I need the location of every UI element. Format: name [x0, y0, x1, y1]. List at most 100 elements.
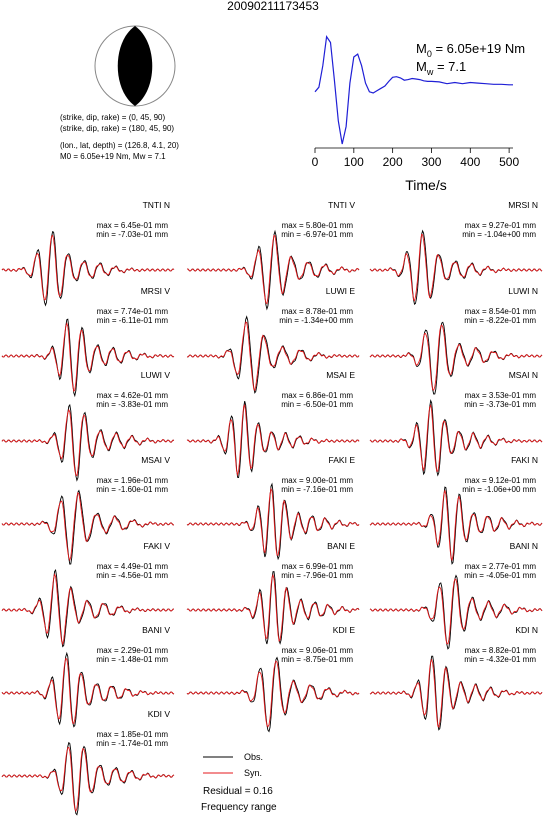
trace-syn-line: [1, 573, 175, 646]
trace-station-label: MSAI V: [141, 455, 170, 465]
trace-station-label: MRSI V: [141, 286, 171, 296]
stf-xlabel: Time/s: [405, 177, 446, 193]
trace-min-label: min = -4.05e-01 mm: [464, 571, 536, 580]
trace-station-label: BANI E: [327, 541, 355, 551]
legend-syn-label: Syn.: [244, 768, 262, 778]
trace-obs-line: [369, 655, 543, 731]
trace-station-label: MSAI N: [509, 370, 538, 380]
trace-station-label: TNTI V: [328, 200, 355, 210]
stf-tick-label: 400: [460, 155, 480, 169]
trace-max-label: max = 9.12e-01 mm: [465, 476, 537, 485]
trace-min-label: min = -7.16e-01 mm: [281, 485, 353, 494]
trace-max-label: max = 6.45e-01 mm: [97, 221, 169, 230]
trace-max-label: max = 6.86e-01 mm: [282, 391, 354, 400]
trace-max-label: max = 1.85e-01 mm: [97, 730, 169, 739]
mechanism-1-text: (strike, dip, rake) = (0, 45, 90): [60, 113, 165, 122]
trace-max-label: max = 4.49e-01 mm: [97, 562, 169, 571]
trace-syn-line: [1, 408, 175, 477]
trace-syn-line: [1, 746, 175, 813]
trace-station-label: MSAI E: [326, 370, 355, 380]
trace-station-label: LUWI V: [141, 370, 171, 380]
legend-obs-label: Obs.: [244, 752, 263, 762]
trace-syn-line: [186, 403, 360, 477]
stf-tick-label: 0: [312, 155, 319, 169]
trace-obs-line: [369, 574, 543, 650]
trace-max-label: max = 3.53e-01 mm: [465, 391, 537, 400]
location-text: (lon., lat, depth) = (126.8, 4.1, 20): [60, 141, 179, 150]
trace-min-label: min = -4.56e-01 mm: [96, 571, 168, 580]
trace-syn-line: [186, 660, 360, 728]
trace-station-label: BANI N: [510, 541, 538, 551]
trace-max-label: max = 1.96e-01 mm: [97, 476, 169, 485]
trace-min-label: min = -1.74e-01 mm: [96, 739, 168, 748]
trace-max-label: max = 9.00e-01 mm: [282, 476, 354, 485]
trace-syn-line: [186, 321, 360, 392]
trace-min-label: min = -6.11e-01 mm: [97, 316, 169, 325]
frequency-range-text: Frequency range: [201, 802, 277, 813]
trace-min-label: min = -8.75e-01 mm: [281, 655, 353, 664]
trace-min-label: min = -7.96e-01 mm: [281, 571, 353, 580]
trace-station-label: BANI V: [142, 625, 170, 635]
trace-min-label: min = -7.03e-01 mm: [96, 230, 168, 239]
residual-text: Residual = 0.16: [203, 786, 273, 797]
stf-tick-label: 500: [499, 155, 519, 169]
trace-syn-line: [369, 233, 543, 302]
trace-syn-line: [1, 321, 175, 393]
stf-plot: 0 100 200 300 400 500 Time/s M0 = 6.05e+19 Nm…: [312, 35, 525, 193]
trace-station-label: KDI E: [333, 625, 356, 635]
stf-tick-label: 200: [383, 155, 403, 169]
stf-tick-label: 100: [344, 155, 364, 169]
trace-syn-line: [1, 491, 174, 562]
trace-station-label: MRSI N: [508, 200, 538, 210]
trace-max-label: max = 8.78e-01 mm: [282, 307, 354, 316]
trace-obs-line: [1, 569, 175, 648]
trace-station-label: FAKI E: [329, 455, 356, 465]
trace-min-label: min = -1.34e+00 mm: [279, 316, 353, 325]
trace-syn-line: [187, 234, 360, 305]
trace-obs-line: [186, 315, 360, 394]
trace-max-label: max = 2.29e-01 mm: [97, 646, 169, 655]
stf-m0-label: M0 = 6.05e+19 Nm: [416, 41, 525, 59]
trace-max-label: max = 5.80e-01 mm: [282, 221, 354, 230]
trace-max-label: max = 4.62e-01 mm: [97, 391, 169, 400]
trace-max-label: max = 2.77e-01 mm: [465, 562, 537, 571]
trace-obs-line: [186, 400, 360, 478]
trace-min-label: min = -1.48e-01 mm: [96, 655, 168, 664]
trace-syn-line: [1, 234, 175, 301]
trace-station-label: KDI V: [148, 709, 171, 719]
mechanism-2-text: (strike, dip, rake) = (180, 45, 90): [60, 124, 174, 133]
figure-title: 20090211173453: [227, 0, 319, 13]
trace-syn-line: [369, 324, 543, 391]
trace-max-label: max = 8.82e-01 mm: [465, 646, 537, 655]
focal-mechanism-beachball: [94, 25, 176, 107]
trace-syn-line: [369, 658, 543, 728]
trace-syn-line: [1, 658, 175, 724]
trace-min-label: min = -3.83e-01 mm: [96, 400, 168, 409]
trace-syn-line: [186, 487, 360, 556]
trace-syn-line: [369, 490, 543, 561]
trace-max-label: max = 9.06e-01 mm: [282, 646, 354, 655]
stf-mw-label: Mw = 7.1: [416, 59, 466, 77]
trace-syn-line: [186, 573, 360, 643]
stf-x-ticks: 0 100 200 300 400 500: [312, 148, 519, 169]
trace-station-label: FAKI V: [144, 541, 171, 551]
trace-station-label: KDI N: [515, 625, 538, 635]
trace-min-label: min = -1.04e+00 mm: [462, 230, 536, 239]
trace-obs-line: [1, 489, 174, 565]
trace-station-label: LUWI N: [508, 286, 538, 296]
stf-series-line: [314, 35, 513, 145]
trace-min-label: min = -6.50e-01 mm: [281, 400, 353, 409]
legend: Obs. Syn. Residual = 0.16 Frequency rang…: [201, 752, 277, 813]
trace-max-label: max = 8.54e-01 mm: [465, 307, 537, 316]
trace-max-label: max = 7.74e-01 mm: [97, 307, 169, 316]
trace-min-label: min = -6.97e-01 mm: [281, 230, 353, 239]
trace-max-label: max = 6.99e-01 mm: [282, 562, 354, 571]
trace-min-label: min = -1.06e+00 mm: [462, 485, 536, 494]
trace-obs-line: [369, 321, 543, 395]
trace-obs-line: [369, 486, 543, 565]
trace-station-label: TNTI N: [143, 200, 170, 210]
trace-syn-line: [369, 403, 543, 472]
trace-max-label: max = 9.27e-01 mm: [465, 221, 537, 230]
